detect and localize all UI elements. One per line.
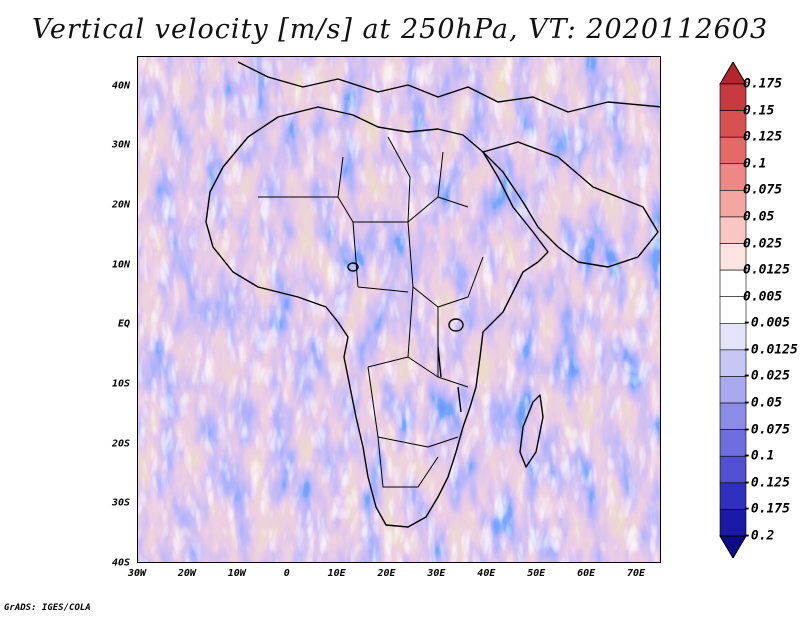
page-title: Vertical velocity [m/s] at 250hPa, VT: 2… [31, 14, 769, 45]
lon-tick-label: 50E [527, 568, 546, 579]
lon-tick-label: 30W [127, 568, 147, 579]
colorbar-segment [719, 243, 747, 271]
lat-tick-label: 40S [111, 557, 130, 569]
lon-tick-label: 60E [577, 568, 596, 579]
colorbar-segment [719, 509, 747, 537]
lat-tick-label: 20N [111, 199, 130, 211]
colorbar-label: 0.0125 [743, 262, 790, 278]
lat-tick-label: 30S [111, 497, 130, 509]
colorbar-label: 0.025 [743, 236, 783, 252]
lon-tick-label: 70E [627, 568, 646, 579]
velocity-streaks [138, 57, 660, 562]
colorbar-segment [719, 322, 747, 351]
lake-tanganyika [437, 346, 442, 378]
colorbar-bottom-arrow [719, 535, 747, 558]
europe-coastline [237, 61, 660, 113]
colorbar-label: 0.125 [743, 129, 783, 145]
colorbar-label: 0.15 [743, 103, 775, 119]
lake-malawi [457, 386, 462, 413]
colorbar-segment [719, 269, 747, 298]
madagascar-coastline [519, 394, 544, 468]
colorbar-label: -0.125 [743, 475, 790, 491]
lon-tick-label: 10W [227, 568, 246, 579]
colorbar-segment [719, 110, 747, 138]
colorbar-segment [719, 429, 747, 457]
colorbar-label: -0.1 [743, 448, 775, 464]
lake-chad [347, 262, 359, 272]
velocity-map [138, 57, 660, 562]
colorbar-segment [719, 163, 747, 191]
lat-tick-label: 10N [111, 259, 130, 271]
colorbar-label: 0.075 [743, 182, 783, 198]
colorbar-segment [719, 83, 747, 111]
colorbar [719, 62, 747, 558]
lat-tick-label: 30N [111, 139, 130, 151]
lon-tick-label: 40E [477, 568, 496, 579]
coastlines [205, 61, 660, 528]
lat-tick-label: 40N [111, 80, 130, 92]
lon-tick-label: 20W [177, 568, 196, 579]
country-borders [258, 136, 484, 488]
colorbar-label: -0.025 [743, 368, 790, 384]
colorbar-label: -0.0125 [743, 342, 798, 358]
map-panel [137, 56, 661, 563]
credit-text: GrADS: IGES/COLA [4, 603, 91, 613]
lon-tick-label: 0 [283, 568, 290, 579]
lon-tick-label: 30E [427, 568, 446, 579]
colorbar-segment [719, 216, 747, 244]
colorbar-label: -0.005 [743, 315, 790, 331]
colorbar-label: -0.075 [743, 422, 790, 438]
colorbar-segment [719, 296, 747, 324]
colorbar-label: 0.175 [743, 76, 783, 92]
lake-victoria [448, 318, 464, 332]
lat-tick-label: 10S [111, 378, 130, 390]
colorbar-label: -0.175 [743, 501, 790, 517]
lon-tick-label: 10E [327, 568, 346, 579]
lat-tick-label: 20S [111, 438, 130, 450]
colorbar-segment [719, 402, 747, 430]
colorbar-label: 0.005 [743, 289, 783, 305]
colorbar-label: 0.1 [743, 156, 767, 172]
colorbar-segment [719, 190, 747, 218]
colorbar-label: -0.05 [743, 395, 783, 411]
colorbar-label: -0.2 [743, 528, 775, 544]
colorbar-segment [719, 136, 747, 165]
lat-tick-label: EQ [117, 318, 130, 330]
arabia-coastline [482, 141, 659, 268]
colorbar-label: 0.05 [743, 209, 775, 225]
lon-tick-label: 20E [377, 568, 396, 579]
africa-coastline [205, 106, 549, 528]
